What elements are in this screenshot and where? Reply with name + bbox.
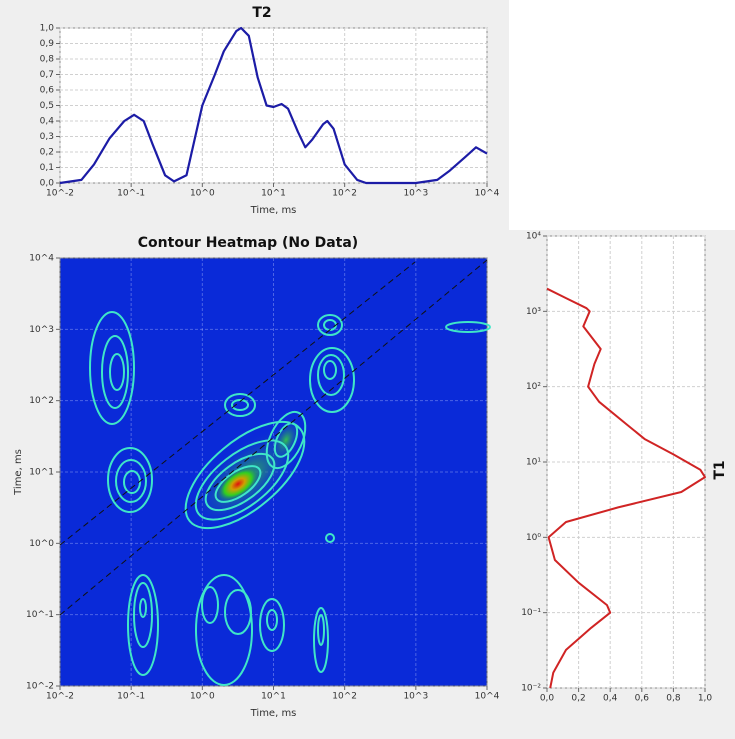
y-tick-label: 10¹	[526, 458, 541, 468]
x-tick-label: 10^-2	[46, 189, 74, 199]
y-tick-label: 0,2	[40, 148, 54, 158]
x-tick-label: 10^2	[332, 189, 357, 199]
chart-title: Contour Heatmap (No Data)	[138, 235, 358, 251]
x-tick-label: 10^4	[475, 189, 500, 199]
y-tick-label: 0,8	[40, 55, 55, 65]
y-tick-label: 0,5	[40, 101, 54, 111]
charts: T2 Time, ms 10^-2 10^-1 10^0 10^1 10^2 10^3 10^4…	[13, 5, 728, 719]
x-tick-label: 1,0	[698, 694, 713, 704]
plot-area	[546, 235, 706, 689]
y-tick-label: 10³	[526, 307, 541, 317]
contours	[59, 259, 491, 686]
x-tick-label: 0,0	[540, 694, 555, 704]
y-tick-label: 0,7	[40, 70, 54, 80]
line	[546, 287, 706, 689]
panel	[509, 0, 735, 230]
y-tick-label: 10⁴	[526, 232, 541, 242]
line	[59, 26, 488, 185]
x-tick-label: 0,8	[666, 694, 681, 704]
y-tick-label: 10^2	[29, 396, 54, 406]
x-tick-label: 0,6	[635, 694, 650, 704]
chart-title: T1	[712, 460, 728, 479]
x-tick-label: 10^0	[190, 189, 215, 199]
x-tick-label: 10^-1	[117, 189, 145, 199]
y-tick-label: 1,0	[40, 24, 55, 34]
y-tick-label: 0,3	[40, 132, 54, 142]
chart-title: T2	[252, 5, 271, 21]
x-tick-label: 10^3	[403, 692, 428, 702]
y-tick-label: 10^0	[29, 539, 54, 549]
y-tick-label: 10^1	[29, 468, 54, 478]
y-tick-label: 10^-1	[26, 610, 54, 620]
x-tick-label: 10^-2	[46, 692, 74, 702]
y-tick-label: 10⁻²	[521, 684, 541, 694]
x-tick-label: 0,2	[571, 694, 585, 704]
y-tick-label: 0,4	[40, 117, 55, 127]
y-tick-label: 10^-2	[26, 682, 54, 692]
x-tick-label: 10^1	[261, 189, 286, 199]
y-tick-label: 0,0	[40, 179, 55, 189]
x-tick-label: 10^0	[190, 692, 215, 702]
y-tick-label: 10⁻¹	[521, 608, 541, 618]
y-tick-label: 10^4	[29, 254, 54, 264]
x-tick-label: 10^3	[403, 189, 428, 199]
x-axis-label: Time, ms	[250, 708, 297, 719]
x-tick-label: 10^4	[475, 692, 500, 702]
x-tick-label: 10^2	[332, 692, 357, 702]
x-tick-label: 0,4	[603, 694, 618, 704]
y-tick-label: 0,6	[40, 86, 55, 96]
x-tick-label: 10^-1	[117, 692, 145, 702]
y-tick-label: 0,9	[40, 39, 55, 49]
x-axis-label: Time, ms	[250, 205, 297, 216]
y-tick-label: 0,1	[40, 163, 54, 173]
x-tick-label: 10^1	[261, 692, 286, 702]
y-tick-label: 10⁰	[526, 533, 541, 543]
y-axis-label: Time, ms	[13, 449, 24, 496]
y-tick-label: 10²	[526, 382, 541, 392]
y-tick-label: 10^3	[29, 325, 54, 335]
